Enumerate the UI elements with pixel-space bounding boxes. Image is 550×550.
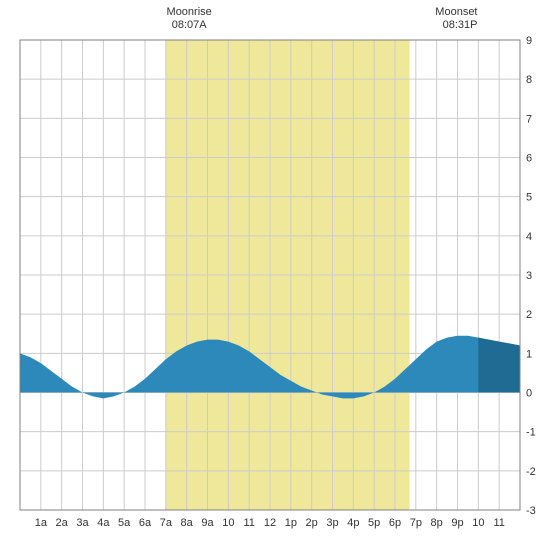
chart-svg: -3-2-101234567891a2a3a4a5a6a7a8a9a101112… [0, 0, 550, 550]
moonset-time: 08:31P [418, 19, 478, 32]
svg-text:5a: 5a [118, 517, 131, 529]
moonrise-time: 08:07A [159, 19, 219, 32]
svg-text:5p: 5p [368, 517, 380, 529]
svg-text:-2: -2 [526, 466, 536, 478]
svg-text:9: 9 [526, 35, 532, 47]
svg-text:12: 12 [264, 517, 276, 529]
svg-text:6p: 6p [389, 517, 401, 529]
svg-text:3a: 3a [76, 517, 89, 529]
svg-text:-3: -3 [526, 505, 536, 517]
svg-text:9a: 9a [201, 517, 214, 529]
svg-text:2: 2 [526, 309, 532, 321]
svg-text:1a: 1a [35, 517, 48, 529]
svg-text:10: 10 [222, 517, 234, 529]
svg-text:10: 10 [472, 517, 484, 529]
svg-text:11: 11 [243, 517, 254, 529]
svg-text:0: 0 [526, 388, 532, 400]
svg-text:3p: 3p [326, 517, 338, 529]
svg-text:8p: 8p [431, 517, 443, 529]
svg-text:-1: -1 [526, 427, 536, 439]
svg-text:2a: 2a [56, 517, 69, 529]
moonset-title: Moonset [418, 6, 478, 19]
svg-text:1p: 1p [285, 517, 297, 529]
svg-text:5: 5 [526, 192, 532, 204]
moonrise-title: Moonrise [159, 6, 219, 19]
svg-text:11: 11 [493, 517, 504, 529]
moonset-label: Moonset 08:31P [418, 6, 478, 32]
svg-text:7a: 7a [160, 517, 173, 529]
svg-text:7p: 7p [410, 517, 422, 529]
svg-text:6: 6 [526, 153, 532, 165]
svg-text:4: 4 [526, 231, 532, 243]
svg-text:4p: 4p [347, 517, 359, 529]
svg-text:3: 3 [526, 270, 532, 282]
moonrise-label: Moonrise 08:07A [159, 6, 219, 32]
tide-chart: -3-2-101234567891a2a3a4a5a6a7a8a9a101112… [0, 0, 550, 550]
svg-text:8: 8 [526, 74, 532, 86]
svg-text:1: 1 [526, 348, 532, 360]
svg-text:7: 7 [526, 113, 532, 125]
svg-text:9p: 9p [451, 517, 463, 529]
svg-text:4a: 4a [97, 517, 110, 529]
svg-text:6a: 6a [139, 517, 152, 529]
svg-text:2p: 2p [306, 517, 318, 529]
svg-text:8a: 8a [181, 517, 194, 529]
